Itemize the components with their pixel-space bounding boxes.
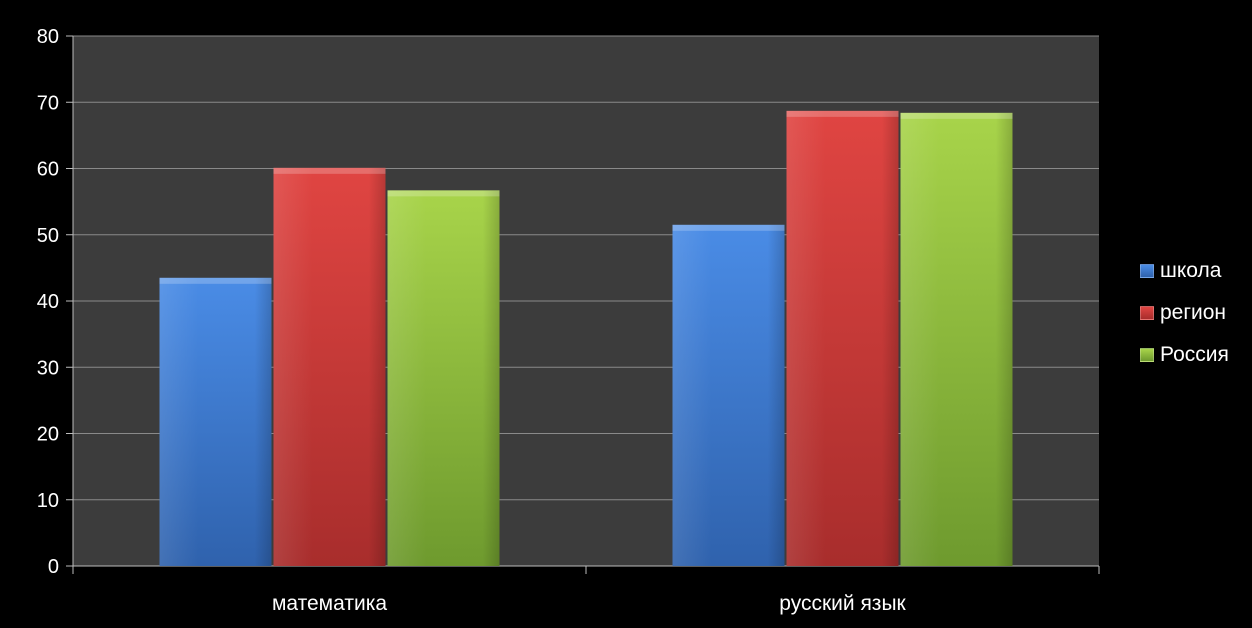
y-tick-label: 70 <box>37 92 59 114</box>
legend: школа регион Россия <box>1140 258 1229 384</box>
tick-labels: 0 10 20 30 40 50 60 70 80 математика русский язык <box>37 26 907 615</box>
y-tick-label: 50 <box>37 225 59 247</box>
bar-top-bevel <box>786 110 899 117</box>
y-tick-label: 40 <box>37 291 59 313</box>
x-tick-label: математика <box>272 592 387 615</box>
legend-swatch-shkola <box>1140 264 1154 278</box>
bar-top-bevel <box>273 167 386 174</box>
bar-top-bevel <box>672 224 785 231</box>
x-tick-label: русский язык <box>779 592 906 615</box>
legend-swatch-rossiya <box>1140 348 1154 362</box>
legend-item-region: регион <box>1140 300 1229 326</box>
y-tick-label: 30 <box>37 357 59 379</box>
bar-top-bevel <box>387 190 500 197</box>
legend-item-rossiya: Россия <box>1140 342 1229 368</box>
legend-swatch-region <box>1140 306 1154 320</box>
legend-label-shkola: школа <box>1160 259 1222 282</box>
bars <box>159 110 1013 567</box>
y-tick-label: 60 <box>37 159 59 181</box>
bar-shine <box>900 112 1013 566</box>
bar-top-bevel <box>159 277 272 284</box>
legend-label-region: регион <box>1160 301 1227 324</box>
bar-top-bevel <box>900 112 1013 119</box>
bar-shine <box>273 167 386 566</box>
y-tick-label: 20 <box>37 424 59 446</box>
bar-shine <box>786 110 899 567</box>
bar-shine <box>672 224 785 566</box>
y-tick-label: 10 <box>37 490 59 512</box>
legend-item-shkola: школа <box>1140 258 1229 284</box>
y-tick-label: 0 <box>48 556 59 578</box>
legend-label-rossiya: Россия <box>1160 343 1229 366</box>
y-tick-label: 80 <box>37 26 59 48</box>
bar-shine <box>159 277 272 566</box>
bar-shine <box>387 190 500 567</box>
